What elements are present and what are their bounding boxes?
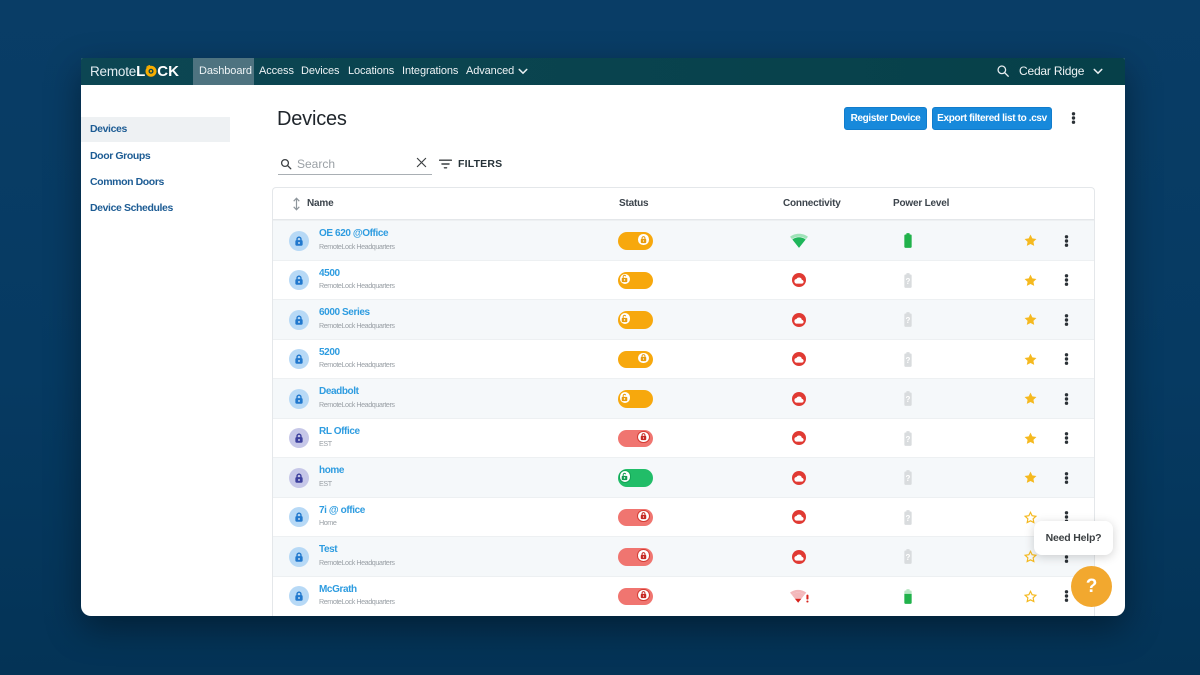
svg-text:?: ? [906,435,911,444]
svg-text:?: ? [906,395,911,404]
svg-text:?: ? [906,474,911,483]
svg-text:?: ? [906,277,911,286]
svg-text:?: ? [906,356,911,365]
svg-text:?: ? [906,514,911,523]
svg-text:?: ? [906,553,911,562]
svg-text:?: ? [906,316,911,325]
